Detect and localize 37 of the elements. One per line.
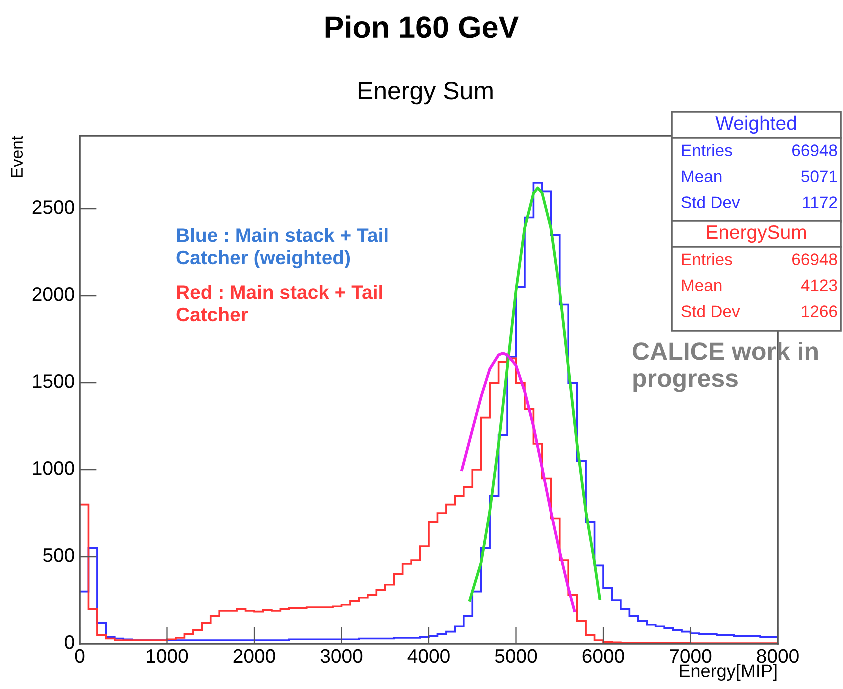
line-series (468, 186, 602, 602)
x-tick-label: 0 (75, 649, 85, 664)
x-tick-label: 8000 (757, 649, 799, 664)
y-tick-label: 0 (65, 635, 74, 650)
text: 66948 (792, 144, 838, 156)
text: 5071 (802, 170, 838, 182)
x-tick-label: 6000 (582, 649, 624, 664)
x-tick-label: 1000 (147, 649, 188, 664)
y-axis-title: Event (11, 136, 24, 178)
text: EnergySum (707, 225, 806, 244)
chart-title: Pion 160 GeV (326, 16, 519, 38)
y-tick-label: 2500 (32, 200, 74, 214)
text: Weighted (716, 116, 796, 134)
annotation: Mean (682, 280, 722, 292)
annotation: Entries (682, 253, 732, 266)
text: 66948 (792, 254, 838, 266)
x-tick-label: 4000 (408, 649, 450, 664)
text: 1266 (802, 306, 838, 318)
chart-subtitle: Energy Sum (358, 82, 493, 105)
annotation: Std Dev (682, 196, 740, 208)
line-series (460, 352, 576, 612)
x-tick-label: 7000 (670, 649, 712, 664)
annotation: Std Dev (682, 305, 740, 318)
y-tick-label: 1500 (33, 374, 74, 388)
x-tick-label: 3000 (320, 649, 363, 664)
x-tick-label: 5000 (495, 649, 538, 664)
y-tick-label: 2000 (32, 288, 74, 302)
annotation: Mean (682, 170, 722, 182)
text: 1172 (803, 196, 838, 208)
y-tick-label: 1000 (33, 461, 74, 476)
text: 4123 (801, 280, 838, 292)
annotation: Red : Main stack + Tail Catcher (176, 285, 382, 322)
annotation: Blue : Main stack + Tail Catcher (weighted) (176, 228, 388, 269)
y-tick-label: 500 (43, 548, 74, 562)
x-axis-title: Energy[MIP] (680, 664, 777, 682)
x-tick-label: 2000 (234, 649, 276, 664)
annotation: Entries (682, 144, 732, 156)
